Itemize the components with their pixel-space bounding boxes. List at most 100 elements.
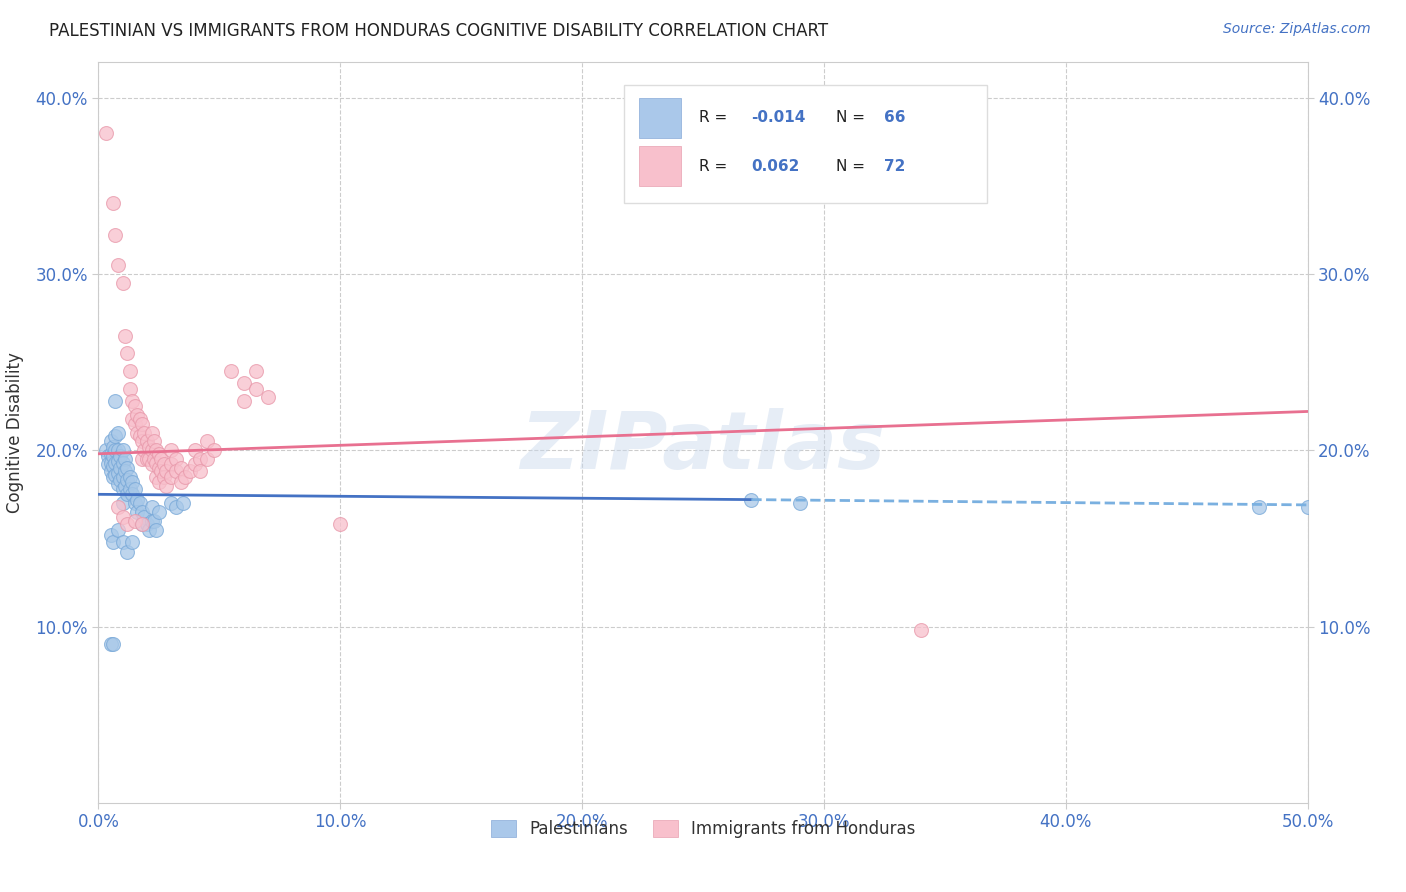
- Point: [148, 505, 170, 519]
- Point: [100, 464, 122, 478]
- Point: [117, 461, 139, 475]
- Point: [165, 464, 187, 478]
- Text: R =: R =: [699, 111, 733, 126]
- Point: [184, 458, 207, 472]
- Point: [256, 390, 278, 404]
- Text: 72: 72: [884, 159, 905, 174]
- Point: [124, 514, 146, 528]
- Point: [195, 434, 218, 449]
- FancyBboxPatch shape: [624, 85, 987, 203]
- Point: [131, 417, 153, 431]
- Text: ZIPatlas: ZIPatlas: [520, 409, 886, 486]
- Point: [104, 456, 127, 470]
- Point: [121, 535, 143, 549]
- Point: [152, 458, 174, 472]
- Point: [124, 417, 146, 431]
- Point: [165, 452, 187, 467]
- Point: [145, 523, 167, 537]
- Point: [155, 478, 177, 492]
- Point: [107, 443, 129, 458]
- Point: [184, 443, 207, 458]
- Point: [100, 434, 122, 449]
- Point: [101, 449, 124, 463]
- Text: N =: N =: [837, 159, 870, 174]
- Point: [143, 514, 166, 528]
- Point: [131, 452, 153, 467]
- Point: [111, 535, 134, 549]
- Point: [232, 393, 254, 408]
- Point: [108, 449, 131, 463]
- Point: [910, 623, 932, 637]
- Point: [111, 496, 134, 510]
- Text: -0.014: -0.014: [751, 111, 806, 126]
- Point: [138, 440, 160, 454]
- Point: [94, 126, 117, 140]
- Point: [165, 500, 187, 514]
- Point: [1296, 500, 1319, 514]
- Point: [141, 458, 163, 472]
- Point: [97, 449, 120, 463]
- Point: [245, 364, 267, 378]
- Point: [118, 382, 141, 396]
- Point: [740, 492, 762, 507]
- Point: [174, 469, 197, 483]
- Point: [204, 443, 226, 458]
- Point: [100, 447, 122, 461]
- Point: [127, 492, 149, 507]
- Point: [114, 452, 136, 467]
- Point: [124, 482, 146, 496]
- Point: [160, 469, 183, 483]
- Point: [148, 461, 170, 475]
- Point: [104, 467, 127, 482]
- Point: [1249, 500, 1271, 514]
- Point: [121, 393, 143, 408]
- Point: [150, 464, 173, 478]
- Point: [107, 476, 129, 491]
- Point: [94, 443, 117, 458]
- Point: [107, 425, 129, 440]
- Point: [117, 473, 139, 487]
- Point: [245, 382, 267, 396]
- FancyBboxPatch shape: [638, 97, 682, 138]
- Point: [104, 443, 127, 458]
- Text: Source: ZipAtlas.com: Source: ZipAtlas.com: [1223, 22, 1371, 37]
- Point: [127, 505, 149, 519]
- Point: [121, 487, 143, 501]
- Point: [114, 464, 136, 478]
- Point: [135, 452, 157, 467]
- Text: N =: N =: [837, 111, 870, 126]
- Point: [114, 328, 136, 343]
- Point: [148, 475, 170, 489]
- Point: [104, 393, 127, 408]
- Point: [128, 411, 150, 425]
- Point: [128, 496, 150, 510]
- Point: [100, 456, 122, 470]
- Point: [134, 510, 156, 524]
- Point: [104, 228, 127, 243]
- Point: [148, 447, 170, 461]
- Point: [101, 440, 124, 454]
- Point: [138, 452, 160, 467]
- Point: [143, 434, 166, 449]
- Point: [128, 429, 150, 443]
- Point: [135, 434, 157, 449]
- Point: [134, 425, 156, 440]
- Text: 0.062: 0.062: [751, 159, 800, 174]
- Point: [107, 500, 129, 514]
- Point: [101, 535, 124, 549]
- Point: [100, 637, 122, 651]
- Point: [232, 376, 254, 391]
- Point: [117, 346, 139, 360]
- Point: [141, 425, 163, 440]
- Point: [160, 496, 183, 510]
- Point: [101, 469, 124, 483]
- Point: [101, 637, 124, 651]
- Point: [107, 466, 129, 480]
- Point: [118, 469, 141, 483]
- Point: [131, 434, 153, 449]
- Point: [127, 425, 149, 440]
- Point: [117, 517, 139, 532]
- Point: [152, 469, 174, 483]
- Point: [131, 505, 153, 519]
- Point: [138, 523, 160, 537]
